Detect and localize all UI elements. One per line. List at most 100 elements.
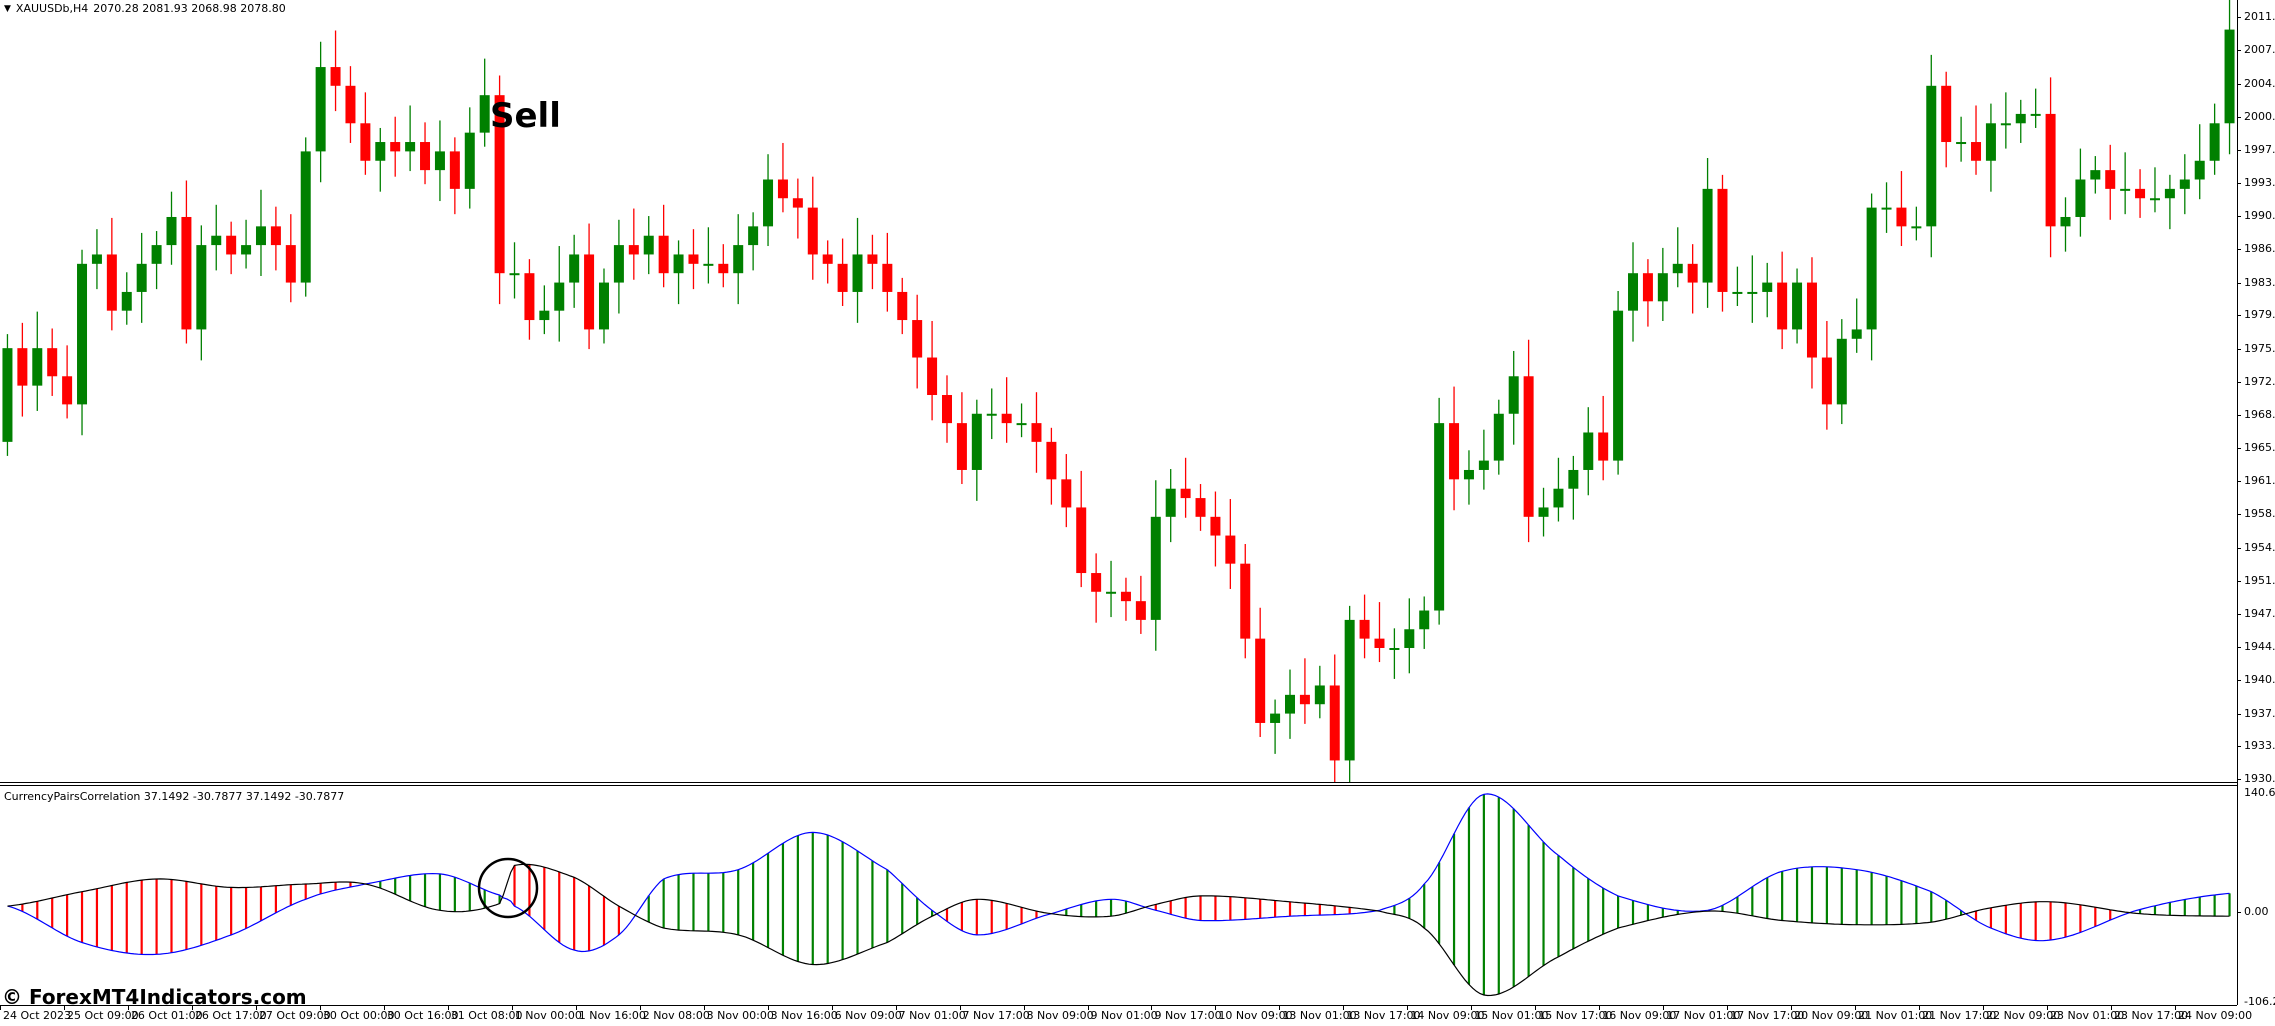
candle bbox=[1538, 487, 1549, 537]
candle bbox=[643, 216, 654, 275]
candle bbox=[300, 137, 311, 297]
time-label: 13 Nov 01:00 bbox=[1282, 1009, 1357, 1022]
time-tick bbox=[1791, 1006, 1793, 1010]
candle bbox=[986, 388, 997, 440]
candle-body bbox=[449, 151, 460, 189]
candle-body bbox=[47, 348, 58, 377]
time-axis[interactable]: 24 Oct 2023 25 Oct 09:00 26 Oct 01:00 26 Oc… bbox=[0, 1005, 2252, 1026]
candle-body bbox=[628, 245, 639, 255]
candle-body bbox=[1598, 432, 1609, 461]
candle-body bbox=[2105, 170, 2116, 189]
correlation-indicator bbox=[7, 793, 2231, 997]
price-tick bbox=[2237, 448, 2241, 450]
time-label: 26 Oct 01:00 bbox=[130, 1009, 203, 1022]
price-tick bbox=[2237, 50, 2241, 52]
candle bbox=[584, 223, 595, 350]
candle bbox=[1553, 457, 1564, 522]
candle-body bbox=[62, 376, 73, 405]
time-tick bbox=[511, 1006, 513, 1010]
candle bbox=[1777, 251, 1788, 350]
candle-body bbox=[1628, 273, 1639, 311]
candle-body bbox=[1165, 488, 1176, 517]
candle bbox=[2179, 154, 2190, 215]
correlation-line-blue bbox=[7, 793, 2230, 956]
candle bbox=[897, 277, 908, 335]
candle bbox=[539, 285, 550, 335]
candle-body bbox=[807, 207, 818, 255]
candle-body bbox=[1091, 573, 1102, 592]
candle-body bbox=[151, 245, 162, 264]
price-tick bbox=[2237, 647, 2241, 649]
time-label: 30 Oct 16:00 bbox=[386, 1009, 459, 1022]
candle-body bbox=[479, 95, 490, 133]
indicator-pane[interactable] bbox=[0, 786, 2275, 1005]
price-label: 1933.50 bbox=[2244, 739, 2275, 753]
candle bbox=[1926, 54, 1937, 258]
candle bbox=[777, 142, 788, 213]
candle bbox=[1180, 457, 1191, 518]
candle-body bbox=[360, 123, 371, 161]
price-label: 1968.90 bbox=[2244, 407, 2275, 421]
time-tick bbox=[1599, 1006, 1601, 1010]
candle bbox=[971, 399, 982, 501]
candle bbox=[628, 208, 639, 280]
candle-body bbox=[1985, 123, 1996, 161]
pane-separator[interactable] bbox=[0, 782, 2237, 786]
time-label: 27 Oct 09:00 bbox=[258, 1009, 331, 1022]
candle bbox=[807, 176, 818, 280]
candle bbox=[1359, 594, 1370, 659]
time-tick bbox=[255, 1006, 257, 1010]
time-label: 13 Nov 17:00 bbox=[1346, 1009, 1421, 1022]
candle bbox=[196, 225, 207, 361]
candle-body bbox=[181, 216, 192, 330]
candle-body bbox=[1270, 713, 1281, 723]
candle bbox=[1434, 397, 1445, 625]
candle-body bbox=[1404, 629, 1415, 649]
time-label: 10 Nov 09:00 bbox=[1218, 1009, 1293, 1022]
candle-body bbox=[2030, 113, 2041, 116]
time-label: 24 Nov 09:00 bbox=[2178, 1009, 2253, 1022]
candle bbox=[2105, 144, 2116, 220]
candle bbox=[1329, 654, 1340, 782]
candle-body bbox=[2090, 170, 2101, 180]
candle-body bbox=[211, 235, 222, 246]
time-label: 31 Oct 08:00 bbox=[450, 1009, 523, 1022]
candle-body bbox=[2075, 179, 2086, 217]
candle bbox=[554, 246, 565, 342]
candle-body bbox=[1792, 282, 1803, 330]
candle bbox=[2090, 156, 2101, 194]
candle-body bbox=[1702, 188, 1713, 283]
candle-body bbox=[867, 254, 878, 264]
candle bbox=[2000, 92, 2011, 149]
candle-body bbox=[300, 151, 311, 283]
candle-body bbox=[524, 273, 535, 321]
candle-body bbox=[1076, 507, 1087, 574]
candle-body bbox=[1478, 460, 1489, 470]
candle-body bbox=[2164, 188, 2175, 199]
candle bbox=[1941, 71, 1952, 168]
candle-body bbox=[1732, 291, 1743, 294]
time-tick bbox=[1343, 1006, 1345, 1010]
price-tick bbox=[2237, 17, 2241, 19]
candle-body bbox=[2179, 179, 2190, 189]
price-tick bbox=[2237, 547, 2241, 549]
candle-body bbox=[539, 310, 550, 321]
price-tick bbox=[2237, 216, 2241, 218]
candle-body bbox=[658, 235, 669, 274]
time-label: 14 Nov 09:00 bbox=[1410, 1009, 1485, 1022]
price-chart[interactable] bbox=[0, 0, 2275, 782]
candle bbox=[1851, 298, 1862, 353]
price-tick bbox=[2237, 514, 2241, 515]
candle-body bbox=[2000, 123, 2011, 126]
candle-body bbox=[255, 226, 266, 246]
price-tick bbox=[2237, 315, 2241, 317]
candle-body bbox=[837, 263, 848, 292]
time-tick bbox=[319, 1006, 321, 1010]
candle-body bbox=[1449, 423, 1460, 480]
candle bbox=[1732, 266, 1743, 306]
candle bbox=[1404, 598, 1415, 674]
candle bbox=[2149, 167, 2160, 213]
candle bbox=[1672, 227, 1683, 288]
candle bbox=[2209, 103, 2220, 175]
dropdown-triangle-icon[interactable]: ▼ bbox=[4, 3, 11, 14]
